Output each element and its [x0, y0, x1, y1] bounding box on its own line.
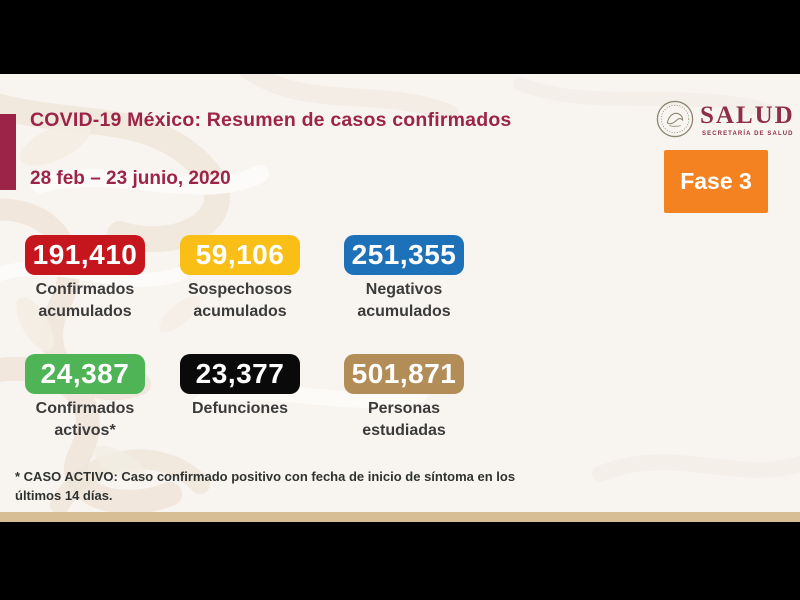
stat-value: 24,387: [40, 358, 130, 389]
stat-card-confirmados-acumulados: 191,410 Confirmados acumulados: [10, 235, 160, 335]
salud-wordmark: SALUD: [700, 102, 795, 129]
date-range: 28 feb – 23 junio, 2020: [30, 168, 231, 189]
stat-label: Personas estudiadas: [362, 400, 446, 439]
stat-label: Confirmados acumulados: [35, 281, 135, 320]
title-accent-bar: [0, 114, 16, 190]
footnote-caso-activo: * CASO ACTIVO: Caso confirmado positivo …: [15, 469, 516, 503]
stat-card-personas-estudiadas: 501,871 Personas estudiadas: [329, 354, 479, 454]
stat-label: Confirmados activos*: [35, 400, 135, 439]
mexico-eagle-seal-icon: [656, 100, 694, 138]
salud-logo: SALUD SECRETARÍA DE SALUD: [656, 98, 793, 140]
stat-box: 23,377: [180, 354, 300, 394]
stat-box: 251,355: [344, 235, 464, 275]
stat-value: 191,410: [32, 239, 138, 270]
page-title: COVID-19 México: Resumen de casos confir…: [30, 109, 512, 131]
stat-value: 501,871: [351, 358, 457, 389]
stat-value: 251,355: [351, 239, 457, 270]
stat-label: Sospechosos acumulados: [187, 281, 293, 320]
stat-card-sospechosos-acumulados: 59,106 Sospechosos acumulados: [165, 235, 315, 335]
stat-box: 501,871: [344, 354, 464, 394]
stat-box: 24,387: [25, 354, 145, 394]
phase-badge: Fase 3: [664, 150, 768, 213]
stat-box: 191,410: [25, 235, 145, 275]
stat-card-negativos-acumulados: 251,355 Negativos acumulados: [329, 235, 479, 335]
salud-subtitle: SECRETARÍA DE SALUD: [702, 131, 794, 137]
stat-label: Negativos acumulados: [357, 281, 451, 320]
stat-card-defunciones: 23,377 Defunciones: [165, 354, 315, 454]
stat-value: 59,106: [195, 239, 285, 270]
stat-card-confirmados-activos: 24,387 Confirmados activos*: [10, 354, 160, 454]
stat-label: Defunciones: [191, 400, 288, 417]
phase-badge-label: Fase 3: [680, 168, 752, 194]
bottom-strip: [0, 512, 800, 522]
stat-box: 59,106: [180, 235, 300, 275]
stat-value: 23,377: [195, 358, 285, 389]
